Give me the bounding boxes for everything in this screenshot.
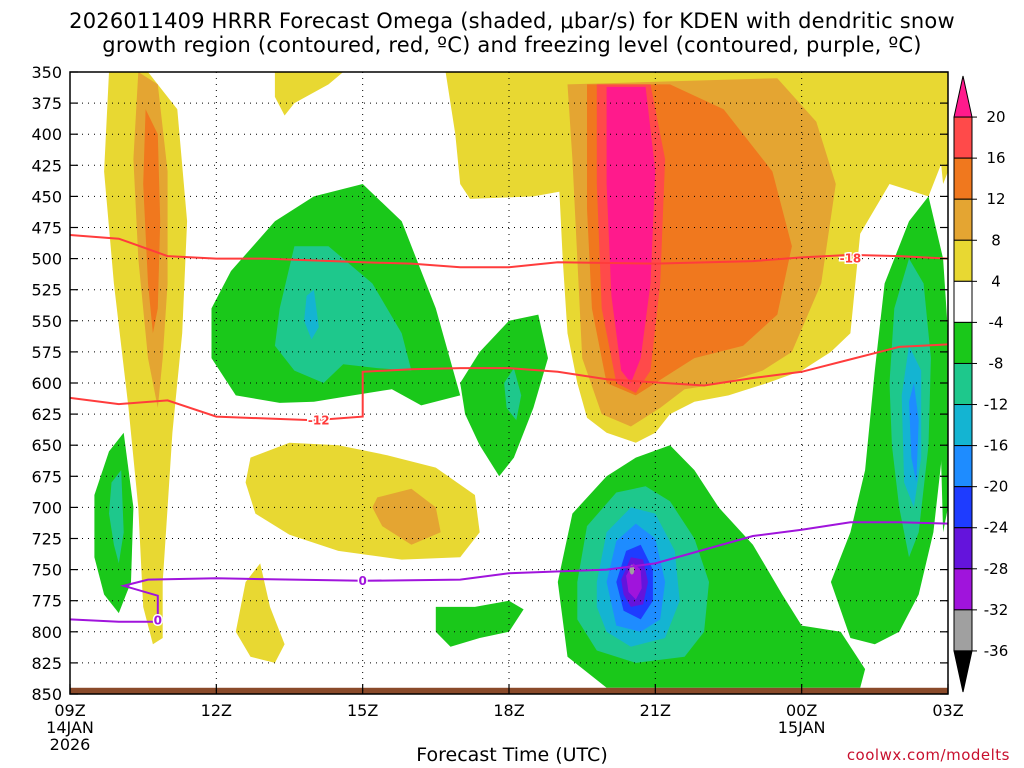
colorbar-label-13: -36 [984, 642, 1009, 660]
ytick-label-375: 375 [31, 94, 62, 113]
xtick-sublabel-2026: 2026 [50, 735, 91, 754]
colorbar-label-6: -8 [989, 354, 1004, 372]
colorbar-label-4: 4 [991, 272, 1001, 290]
xtick-label-03Z: 03Z [932, 701, 963, 720]
colorbar-band-top [953, 75, 973, 118]
contours: -18 -12 0 0 [70, 234, 948, 629]
ytick-label-600: 600 [31, 374, 62, 393]
colorbar-label-7: -12 [984, 396, 1009, 414]
colorbar-label-0: 20 [986, 108, 1005, 126]
omega-ascent-top-15z [274, 72, 344, 116]
colorbar-label-5: -4 [989, 313, 1004, 331]
ytick-label-750: 750 [31, 561, 62, 580]
omega-descent-edge [940, 333, 948, 533]
omega-ascent-upper-18z [445, 72, 573, 199]
ytick-label-400: 400 [31, 125, 62, 144]
colorbar-band-13 [953, 609, 973, 652]
contour-dgz-upper [70, 234, 948, 269]
colorbar-band-2 [953, 157, 973, 200]
ytick-label-675: 675 [31, 467, 62, 486]
colorbar-band-6 [953, 321, 973, 364]
colorbar-label-2: 12 [986, 190, 1005, 208]
omega-ascent-low-14z [245, 442, 480, 560]
ytick-label-575: 575 [31, 343, 62, 362]
colorbar-band-3 [953, 198, 973, 241]
axes: 350 375 400 425 450 475 500 525 550 575 600 625 650 6… [31, 63, 963, 754]
colorbar-band-1 [953, 116, 973, 159]
ytick-label-650: 650 [31, 436, 62, 455]
ytick-label-425: 425 [31, 156, 62, 175]
omega-descent-mid-14z-16 [304, 289, 319, 340]
ytick-label-775: 775 [31, 592, 62, 611]
x-axis-label: Forecast Time (UTC) [416, 744, 608, 766]
ytick-label-475: 475 [31, 219, 62, 238]
ytick-label-525: 525 [31, 281, 62, 300]
ytick-label-550: 550 [31, 312, 62, 331]
colorbar-band-4 [953, 239, 973, 282]
grid [70, 72, 948, 694]
omega-descent-10z-12 [109, 470, 124, 564]
colorbar-band-7 [953, 362, 973, 406]
chart-title-line-2: growth region (contoured, red, ºC) and f… [102, 33, 922, 57]
omega-ascent-edge [933, 72, 948, 184]
xtick-label-18Z: 18Z [493, 701, 524, 720]
credit-text: coolwx.com/modelts [846, 746, 1010, 764]
contour-label-freezing-level-0: 0 [154, 614, 162, 628]
contour-dgz-lower [70, 343, 948, 422]
colorbar-label-10: -24 [984, 519, 1009, 537]
xtick-label-21Z: 21Z [640, 701, 671, 720]
colorbar-label-12: -32 [984, 601, 1009, 619]
ytick-label-500: 500 [31, 250, 62, 269]
omega-ascent-main-20 [606, 86, 656, 384]
ytick-label-350: 350 [31, 63, 62, 82]
omega-ascent-col-11z-12 [143, 109, 161, 334]
ytick-label-800: 800 [31, 623, 62, 642]
xtick-label-15Z: 15Z [347, 701, 378, 720]
ytick-label-625: 625 [31, 405, 62, 424]
colorbar-band-8 [953, 404, 973, 447]
omega-descent-02z-20 [909, 383, 919, 483]
ytick-label-825: 825 [31, 654, 62, 673]
contour-freezing-level [70, 521, 948, 623]
contour-label-dgz-upper-0: -18 [840, 252, 862, 266]
contour-label-dgz-lower-0: -12 [308, 413, 330, 427]
ytick-label-850: 850 [31, 685, 62, 704]
contour-label-freezing-level-1: 0 [358, 574, 366, 588]
omega-descent-mid-14z-12 [274, 246, 412, 383]
chart-title-line-1: 2026011409 HRRR Forecast Omega (shaded, … [69, 9, 955, 33]
xtick-label-00Z: 00Z [786, 701, 817, 720]
xtick-label-09Z: 09Z [54, 701, 85, 720]
omega-ascent-low-13z [235, 563, 285, 663]
omega-ascent-low-16z-8 [372, 488, 441, 545]
colorbar-label-9: -20 [984, 478, 1009, 496]
xtick-sublabel-14JAN: 14JAN [46, 718, 94, 737]
xtick-sublabel-15JAN: 15JAN [778, 718, 826, 737]
colorbar-band-12 [953, 568, 973, 611]
colorbar-band-bottom [953, 650, 973, 693]
colorbar-band-11 [953, 527, 973, 570]
omega-descent-18z-12 [504, 368, 522, 421]
colorbar-band-5 [953, 280, 973, 323]
colorbar-label-1: 16 [986, 149, 1005, 167]
colorbar-band-9 [953, 445, 973, 488]
colorbar-label-11: -28 [984, 560, 1009, 578]
ytick-label-700: 700 [31, 498, 62, 517]
xtick-label-12Z: 12Z [201, 701, 232, 720]
colorbar-label-8: -16 [984, 437, 1009, 455]
colorbar-band-10 [953, 486, 973, 529]
omega-descent-18z [460, 314, 548, 477]
colorbar: 20 16 12 8 4 -4 -8 -12 -16 -20 -24 -28 -32 -36 [953, 75, 1009, 693]
ytick-label-450: 450 [31, 187, 62, 206]
ytick-label-725: 725 [31, 530, 62, 549]
omega-descent-low-17z [435, 600, 524, 647]
colorbar-label-3: 8 [991, 231, 1001, 249]
